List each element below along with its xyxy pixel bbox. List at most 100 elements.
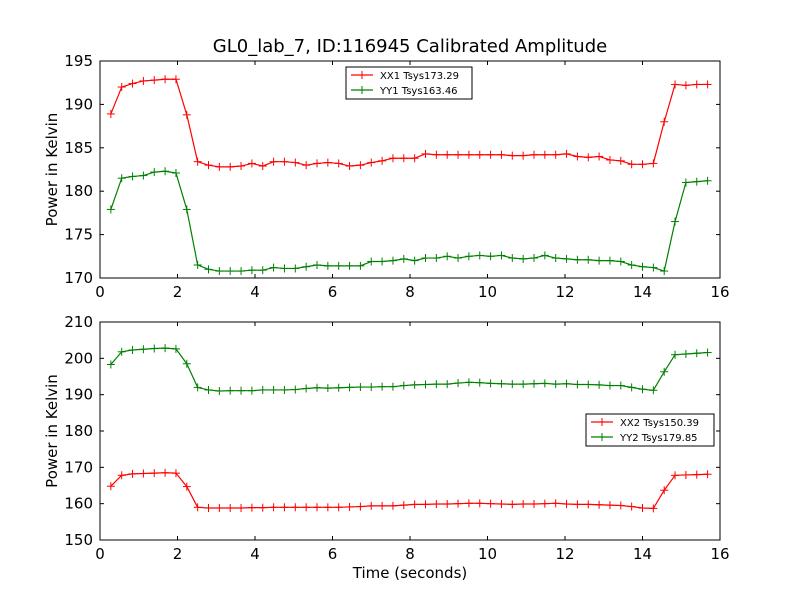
data-point [388,256,397,265]
data-point [530,254,538,263]
data-point [681,349,690,358]
data-point [443,380,452,389]
data-point [269,263,278,272]
data-point [410,500,419,509]
data-point [584,153,593,162]
data-point [464,378,473,387]
legend-item: XX2 Tsys150.39 [591,418,699,429]
data-point [378,156,387,165]
data-point [551,499,560,508]
data-point [649,159,658,168]
y-axis-label: Power in Kelvin [43,113,61,227]
x-axis-label: Time (seconds) [352,564,468,582]
x-tick-label: 2 [173,545,183,563]
data-point [128,345,137,354]
y-tick-label: 185 [64,139,93,157]
data-point [291,385,300,394]
data-point [302,384,311,393]
data-point [399,154,408,163]
data-point [117,347,126,356]
data-point [204,385,213,394]
data-point [486,499,495,508]
data-point [128,469,137,478]
x-tick-label: 4 [250,283,260,301]
data-point [551,254,560,263]
data-point [226,162,235,171]
x-tick-label: 16 [710,283,729,301]
data-point [345,261,354,270]
data-point [573,380,582,389]
data-point [302,262,311,271]
data-point [215,267,224,276]
data-point [334,159,343,168]
data-point [410,154,419,163]
data-point [182,359,191,368]
x-tick-label: 4 [250,545,260,563]
data-point [388,501,397,510]
legend-item: XX1 Tsys173.29 [351,71,459,82]
data-point [291,158,300,167]
data-point [280,157,289,166]
data-point [432,380,441,389]
data-point [475,150,484,159]
data-point [616,257,625,266]
data-point [475,499,484,508]
data-point [519,254,528,263]
data-point [508,254,517,263]
data-point [671,217,680,226]
data-point [627,160,636,169]
data-point [161,468,170,477]
legend-label: XX1 Tsys173.29 [380,71,459,82]
data-point [410,380,419,389]
data-point [627,260,636,269]
x-tick-label: 6 [328,545,338,563]
data-point [638,504,647,513]
y-tick-label: 150 [64,531,93,549]
data-point [345,383,354,392]
data-point [584,255,593,264]
data-point [313,159,321,168]
data-point [150,469,159,478]
data-point [595,500,604,509]
data-point [215,387,224,396]
y-tick-label: 170 [64,269,93,287]
y-tick-label: 190 [64,95,93,113]
legend-item: YY2 Tsys179.85 [591,433,698,444]
x-tick-label: 14 [633,283,652,301]
data-point [378,257,387,266]
data-point [605,381,614,390]
data-point [540,251,549,260]
data-point [334,503,343,512]
legend-box [585,413,715,447]
data-point [182,110,191,119]
data-point [204,265,213,274]
data-point [258,266,267,275]
data-point [508,500,517,509]
data-point [508,380,517,389]
data-point [204,161,213,170]
chart-title: GL0_lab_7, ID:116945 Calibrated Amplitud… [213,36,607,57]
legend-label: XX2 Tsys150.39 [620,418,699,429]
y-tick-label: 175 [64,226,93,244]
data-point [421,500,430,509]
data-point [540,499,549,508]
data-point [378,501,387,510]
data-point [681,178,690,187]
y-tick-label: 180 [64,422,93,440]
data-point [247,386,256,395]
data-point [703,348,712,357]
data-point [150,344,159,353]
data-point [540,150,549,159]
data-point [595,380,604,389]
data-point [117,174,126,183]
legend-box [345,66,473,100]
x-tick-label: 14 [633,545,652,563]
data-point [475,251,484,260]
data-point [595,256,604,265]
data-point [247,266,256,275]
data-point [399,254,408,263]
data-point [302,161,311,170]
data-point [649,263,658,272]
data-point [280,385,289,394]
data-point [247,503,256,512]
